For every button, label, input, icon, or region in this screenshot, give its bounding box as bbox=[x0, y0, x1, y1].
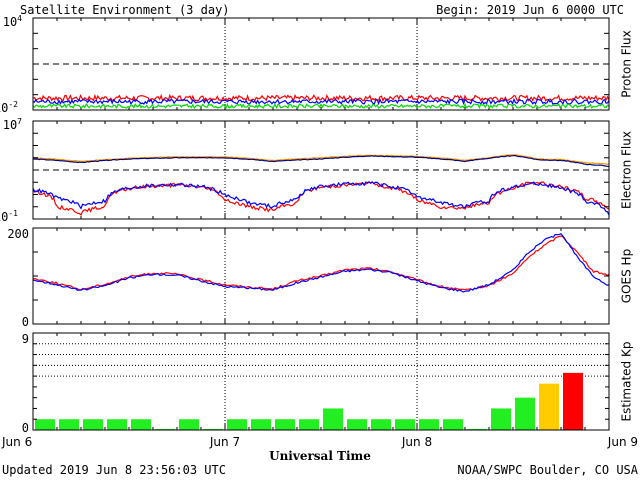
kp-bar bbox=[515, 397, 535, 430]
panel-frame bbox=[32, 227, 610, 325]
y-tick-label: 10-2 bbox=[0, 100, 18, 115]
kp-bar bbox=[371, 419, 391, 430]
kp-bar bbox=[467, 428, 487, 430]
kp-bar bbox=[131, 419, 151, 430]
panel-frame bbox=[32, 120, 610, 220]
panel-ylabel: GOES Hp bbox=[620, 249, 634, 303]
kp-bar bbox=[83, 419, 103, 430]
panel-frame bbox=[32, 332, 610, 431]
series-line-blue bbox=[32, 180, 610, 216]
series-line-blue bbox=[32, 97, 610, 106]
kp-bar bbox=[443, 419, 463, 430]
x-tick-label: Jun 9 bbox=[607, 435, 638, 449]
kp-bar bbox=[395, 419, 415, 430]
y-tick-label: 104 bbox=[3, 14, 22, 29]
series-line-orange bbox=[32, 154, 610, 165]
x-tick-label: Jun 6 bbox=[1, 435, 32, 449]
kp-bar bbox=[347, 419, 367, 430]
series-line-red bbox=[32, 93, 610, 103]
y-tick-label: 9 bbox=[22, 332, 29, 346]
kp-bar bbox=[275, 419, 295, 430]
panel-ylabel: Estimated Kp bbox=[620, 342, 634, 422]
kp-bar bbox=[299, 419, 319, 430]
x-tick-label: Jun 7 bbox=[209, 435, 240, 449]
panel-ylabel: Electron Flux bbox=[620, 131, 634, 209]
kp-bar bbox=[35, 419, 55, 430]
kp-bar bbox=[491, 408, 511, 430]
panel-ylabel: Proton Flux bbox=[620, 30, 634, 97]
updated-time: Updated 2019 Jun 8 23:56:03 UTC bbox=[2, 463, 226, 477]
panel-frame bbox=[32, 17, 610, 111]
kp-bar bbox=[563, 372, 583, 430]
panel-estimated-kp: 9 0 Estimated Kp bbox=[22, 332, 634, 435]
series-line-navy bbox=[32, 154, 610, 168]
y-tick-label: 10-1 bbox=[0, 209, 18, 224]
series-line-blue bbox=[33, 232, 610, 293]
credit-label: NOAA/SWPC Boulder, CO USA bbox=[457, 463, 638, 477]
x-tick-label: Jun 8 bbox=[401, 435, 432, 449]
kp-bar bbox=[251, 419, 271, 430]
panel-goes-hp: 200 0 GOES Hp bbox=[7, 227, 633, 329]
kp-bar bbox=[323, 408, 343, 430]
kp-bar bbox=[107, 419, 127, 430]
kp-bar bbox=[59, 419, 79, 430]
series-line-green bbox=[32, 102, 610, 110]
y-tick-label: 0 bbox=[22, 421, 29, 435]
y-tick-label: 200 bbox=[7, 227, 29, 241]
begin-time: Begin: 2019 Jun 6 0000 UTC bbox=[436, 3, 624, 17]
panel-proton-flux: 104 10-2 Proton Flux bbox=[0, 14, 634, 115]
y-tick-label: 0 bbox=[22, 315, 29, 329]
chart-title: Satellite Environment (3 day) bbox=[20, 3, 230, 17]
kp-bar bbox=[419, 419, 439, 430]
kp-bar bbox=[539, 383, 559, 430]
x-axis-label: Universal Time bbox=[269, 449, 371, 463]
panel-electron-flux: 107 10-1 Electron Flux bbox=[0, 117, 634, 224]
kp-bar bbox=[227, 419, 247, 430]
series-line-red bbox=[32, 235, 610, 291]
kp-bar bbox=[203, 428, 223, 430]
y-tick-label: 107 bbox=[3, 117, 22, 132]
kp-bar bbox=[155, 428, 175, 430]
kp-bar bbox=[179, 419, 199, 430]
panels: 104 10-2 Proton Flux 107 10-1 Electron Flux 20… bbox=[0, 14, 638, 449]
